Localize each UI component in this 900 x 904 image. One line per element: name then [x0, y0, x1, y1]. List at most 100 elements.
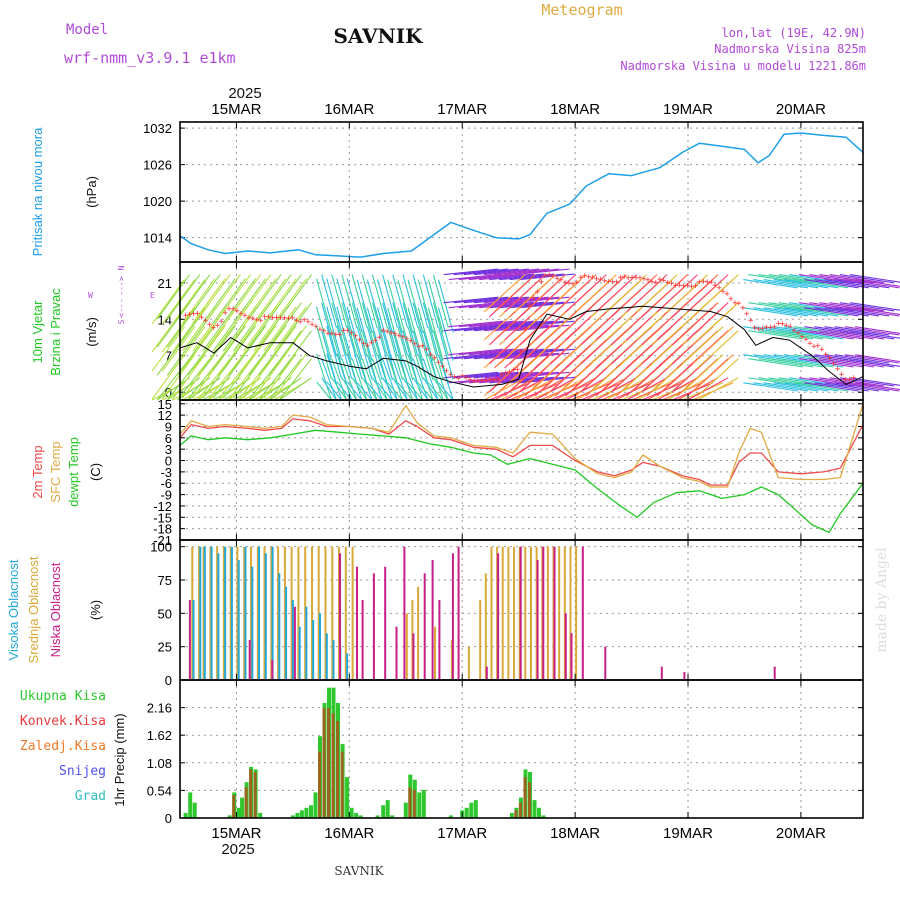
wind-arrow — [453, 371, 509, 379]
top-day-label: 20MAR — [776, 101, 826, 118]
cloud-high-bar — [244, 546, 247, 680]
wind-arrow — [397, 279, 414, 333]
wind-gust-mark: + — [392, 330, 398, 340]
top-day-label: 18MAR — [550, 101, 600, 118]
cloud-mid-bar — [277, 546, 280, 680]
wind-gust-mark: + — [736, 299, 742, 309]
temp-unit: (C) — [88, 463, 103, 481]
panel-frame — [179, 679, 864, 819]
wind-arrow — [844, 382, 900, 392]
elevation-label: Nadmorska Visina 825m — [714, 42, 866, 56]
wind-gust-mark: + — [562, 278, 568, 288]
wind-gust-mark: + — [448, 370, 454, 380]
wind-arrow — [595, 377, 637, 401]
cloud-high-bar — [312, 620, 315, 680]
wind-gust-mark: + — [416, 342, 422, 352]
wind-gust-mark: + — [471, 376, 477, 386]
wind-gust-mark: + — [313, 322, 319, 332]
wind-gust-mark: + — [495, 375, 501, 385]
wind-arrow — [197, 274, 231, 320]
wind-gust-mark: + — [610, 278, 616, 288]
wind-arrow — [616, 377, 658, 401]
wind-arrow — [268, 377, 302, 401]
bottom-day-label: 16MAR — [324, 825, 374, 842]
wind-gust-mark: + — [195, 309, 201, 319]
wind-arrow — [387, 279, 403, 333]
wind-gust-mark: + — [511, 366, 517, 376]
wind-gust-mark: + — [598, 275, 604, 285]
precip-total-bar — [192, 802, 197, 818]
wind-ylabel-sub: Brzina i Pravac — [48, 288, 63, 376]
wind-arrow — [773, 307, 829, 317]
wind-arrow — [351, 377, 368, 401]
wind-arrow — [677, 274, 719, 313]
wind-arrow — [278, 274, 312, 320]
wind-gust-mark: + — [614, 277, 620, 287]
wind-arrow — [794, 382, 849, 392]
wind-arrow — [273, 353, 307, 399]
wind-arrow — [504, 274, 546, 313]
panel-frame — [179, 121, 864, 263]
wind-gust-mark: + — [704, 278, 710, 288]
wind-arrow — [351, 274, 368, 328]
wind-gust-mark: + — [333, 330, 339, 340]
precip-tick-label: 2.16 — [147, 701, 172, 716]
pressure-ylabel: Pritisak na nivou mora — [30, 127, 45, 256]
wind-arrow — [212, 278, 246, 324]
wind-tick-label: 21 — [158, 276, 172, 291]
cloud-mid-bar — [191, 546, 194, 680]
wind-arrow — [682, 354, 724, 393]
wind-arrow — [844, 307, 900, 317]
wind-arrow — [829, 358, 885, 368]
wind-gust-mark: + — [218, 317, 224, 327]
wind-gust-mark: + — [574, 278, 580, 288]
wind-arrow — [377, 354, 393, 401]
wind-arrow — [616, 274, 658, 313]
wind-arrow — [555, 377, 597, 401]
wind-arrow — [273, 325, 307, 371]
cloud-high-bar — [258, 546, 260, 680]
precip-conv-bar — [232, 795, 236, 818]
wind-arrow — [484, 268, 540, 276]
compass-east: E — [150, 291, 155, 300]
precip-conv-bar — [514, 810, 518, 818]
precip-conv-bar — [244, 787, 248, 818]
temp-tick-label: 6 — [165, 431, 172, 446]
cloud-low-bar — [457, 546, 460, 680]
wind-arrow — [361, 358, 378, 401]
precip-conv-bar — [408, 787, 412, 818]
wind-arrow — [829, 302, 885, 312]
wind-arrow — [321, 302, 337, 356]
precip-tick-label: 0 — [165, 811, 172, 826]
wind-arrow — [331, 358, 348, 401]
wind-gust-mark: + — [760, 324, 766, 334]
wind-gust-mark: + — [811, 342, 817, 352]
wind-arrow — [407, 326, 424, 380]
wind-gust-mark: + — [791, 326, 797, 336]
wind-arrow — [192, 278, 226, 324]
wind-arrow — [829, 274, 885, 284]
wind-arrow — [341, 302, 358, 356]
precip-total-bar — [541, 815, 546, 818]
cloud-low-bar — [553, 546, 556, 680]
wind-arrow — [253, 278, 287, 324]
bottom-day-label: 17MAR — [437, 825, 487, 842]
wind-gust-mark: + — [479, 376, 485, 386]
cloud-mid-bar — [198, 546, 201, 680]
cloud-mid-bar — [513, 546, 515, 680]
cloud-mid-bar — [324, 546, 327, 680]
wind-arrow — [341, 358, 358, 401]
wind-arrow — [626, 377, 668, 401]
wind-arrow — [212, 325, 246, 371]
wind-arrow — [326, 325, 343, 379]
wind-arrow — [392, 377, 408, 401]
wind-arrow — [575, 377, 617, 401]
wind-arrow — [819, 330, 874, 340]
cloud-tick-label: 75 — [158, 573, 172, 588]
wind-arrow — [268, 302, 302, 348]
wind-arrow — [372, 377, 388, 401]
wind-arrow — [799, 330, 854, 340]
wind-gust-mark: + — [345, 326, 351, 336]
cloud-mid-bar — [317, 546, 320, 680]
